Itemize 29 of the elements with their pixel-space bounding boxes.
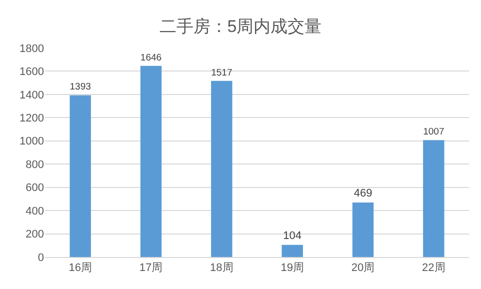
x-tick-label: 18周 bbox=[210, 262, 234, 274]
y-tick-label: 1800 bbox=[20, 42, 44, 55]
bar bbox=[211, 80, 232, 257]
data-label: 1007 bbox=[423, 126, 444, 138]
y-tick-label: 400 bbox=[26, 205, 44, 218]
data-label: 469 bbox=[354, 188, 372, 200]
bar bbox=[423, 140, 444, 257]
y-tick-label: 1000 bbox=[20, 136, 44, 148]
bar bbox=[70, 95, 91, 257]
bar bbox=[352, 202, 374, 257]
y-tick-label: 200 bbox=[26, 228, 44, 241]
x-tick-label: 20周 bbox=[351, 262, 375, 274]
y-tick-label: 800 bbox=[26, 158, 44, 171]
data-label: 1393 bbox=[70, 82, 91, 93]
chart-title: 二手房：5周内成交量 bbox=[159, 17, 322, 36]
x-tick-label: 22周 bbox=[422, 262, 446, 274]
x-tick-label: 17周 bbox=[139, 262, 163, 274]
y-tick-label: 600 bbox=[26, 182, 44, 194]
bar bbox=[282, 244, 303, 257]
data-label: 1517 bbox=[211, 67, 232, 78]
x-tick-label: 19周 bbox=[280, 262, 304, 274]
data-label: 104 bbox=[283, 230, 302, 242]
y-tick-label: 1400 bbox=[20, 89, 44, 102]
y-tick-label: 0 bbox=[38, 252, 44, 264]
data-label: 1646 bbox=[140, 52, 162, 64]
y-tick-label: 1600 bbox=[20, 66, 44, 78]
bar bbox=[140, 66, 162, 257]
y-tick-label: 1200 bbox=[20, 112, 44, 125]
x-tick-label: 16周 bbox=[68, 262, 92, 274]
